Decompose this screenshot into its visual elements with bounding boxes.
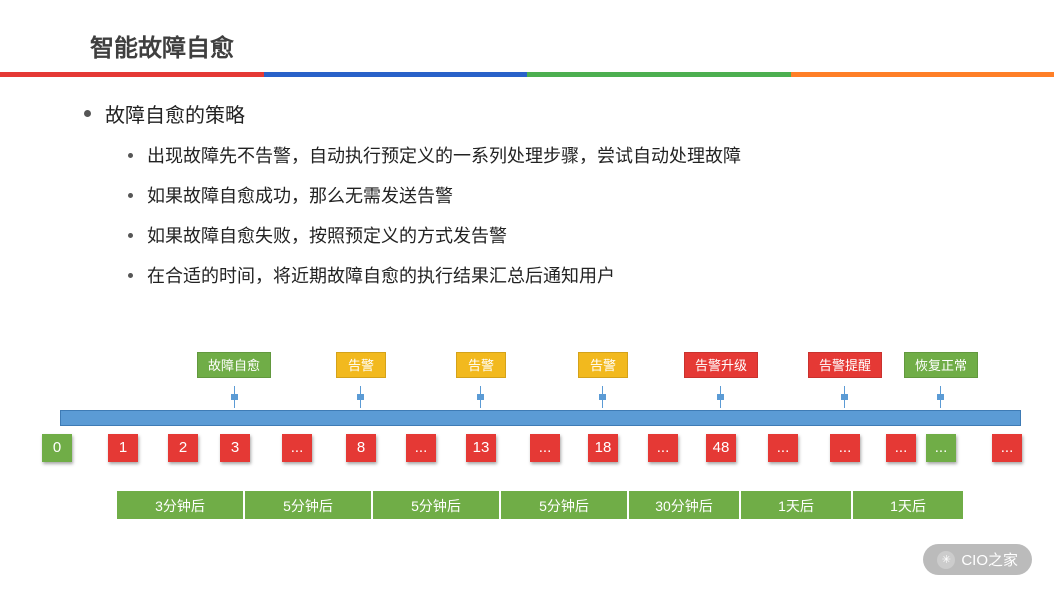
sub-bullet-list: 出现故障先不告警，自动执行预定义的一系列处理步骤，尝试自动处理故障如果故障自愈成…	[84, 142, 1054, 288]
timeline-tick: ...	[530, 434, 560, 462]
timeline-connector	[844, 386, 845, 408]
timeline-event: 告警提醒	[808, 352, 882, 378]
timeline-event: 告警	[336, 352, 386, 378]
timeline-connector	[602, 386, 603, 408]
sub-bullet: 在合适的时间，将近期故障自愈的执行结果汇总后通知用户	[128, 262, 1054, 288]
timeline-tick: ...	[830, 434, 860, 462]
timeline-connector	[360, 386, 361, 408]
timeline-duration: 5分钟后	[244, 490, 372, 520]
timeline-tick: ...	[282, 434, 312, 462]
color-bar-segment	[0, 72, 264, 77]
timeline-connector	[480, 386, 481, 408]
timeline-duration: 30分钟后	[628, 490, 740, 520]
axis-row	[0, 410, 1054, 428]
duration-row: 3分钟后5分钟后5分钟后5分钟后30分钟后1天后1天后	[0, 490, 1054, 524]
accent-color-bar	[0, 72, 1054, 77]
bullet-dot	[84, 110, 91, 117]
ticks-row: 0 1 23... 8... 13... 18... 48...............	[0, 434, 1054, 470]
color-bar-segment	[527, 72, 791, 77]
timeline-event: 告警	[578, 352, 628, 378]
bullet-dot	[128, 193, 133, 198]
color-bar-segment	[791, 72, 1054, 77]
timeline-event: 告警升级	[684, 352, 758, 378]
wechat-icon: ✳	[937, 551, 955, 569]
timeline-duration: 5分钟后	[372, 490, 500, 520]
sub-bullet-text: 出现故障先不告警，自动执行预定义的一系列处理步骤，尝试自动处理故障	[147, 142, 741, 168]
timeline-duration: 3分钟后	[116, 490, 244, 520]
timeline-duration: 5分钟后	[500, 490, 628, 520]
timeline-axis	[60, 410, 1021, 426]
timeline-tick: ...	[992, 434, 1022, 462]
timeline-tick: 8	[346, 434, 376, 462]
timeline-tick: ...	[648, 434, 678, 462]
timeline-duration: 1天后	[852, 490, 964, 520]
timeline-tick: 0	[42, 434, 72, 462]
timeline-tick: 2	[168, 434, 198, 462]
bullet-dot	[128, 273, 133, 278]
main-bullet-text: 故障自愈的策略	[105, 99, 245, 128]
timeline-tick: ...	[768, 434, 798, 462]
sub-bullet: 出现故障先不告警，自动执行预定义的一系列处理步骤，尝试自动处理故障	[128, 142, 1054, 168]
sub-bullet-text: 在合适的时间，将近期故障自愈的执行结果汇总后通知用户	[147, 262, 615, 288]
watermark-badge: ✳ CIO之家	[923, 544, 1032, 575]
event-row: 故障自愈 告警 告警 告警 告警升级 告警提醒恢复正常	[0, 352, 1054, 386]
main-bullet: 故障自愈的策略	[84, 99, 1054, 128]
timeline-diagram: 故障自愈 告警 告警 告警 告警升级 告警提醒恢复正常 0 1 23... 8... 13... 1…	[0, 352, 1054, 524]
timeline-tick: ...	[926, 434, 956, 462]
connector-row	[0, 386, 1054, 410]
timeline-connector	[940, 386, 941, 408]
sub-bullet: 如果故障自愈失败，按照预定义的方式发告警	[128, 222, 1054, 248]
timeline-tick: ...	[406, 434, 436, 462]
timeline-tick: 1	[108, 434, 138, 462]
timeline-tick: 48	[706, 434, 736, 462]
sub-bullet-text: 如果故障自愈成功，那么无需发送告警	[147, 182, 453, 208]
watermark-text: CIO之家	[961, 549, 1018, 570]
timeline-tick: 3	[220, 434, 250, 462]
sub-bullet-text: 如果故障自愈失败，按照预定义的方式发告警	[147, 222, 507, 248]
timeline-tick: 13	[466, 434, 496, 462]
page-title: 智能故障自愈	[0, 0, 1054, 63]
bullet-dot	[128, 153, 133, 158]
timeline-tick: ...	[886, 434, 916, 462]
content-area: 故障自愈的策略 出现故障先不告警，自动执行预定义的一系列处理步骤，尝试自动处理故…	[0, 63, 1054, 288]
color-bar-segment	[264, 72, 528, 77]
bullet-dot	[128, 233, 133, 238]
timeline-event: 故障自愈	[197, 352, 271, 378]
timeline-duration: 1天后	[740, 490, 852, 520]
timeline-connector	[720, 386, 721, 408]
timeline-event: 告警	[456, 352, 506, 378]
timeline-connector	[234, 386, 235, 408]
sub-bullet: 如果故障自愈成功，那么无需发送告警	[128, 182, 1054, 208]
timeline-event: 恢复正常	[904, 352, 978, 378]
timeline-tick: 18	[588, 434, 618, 462]
